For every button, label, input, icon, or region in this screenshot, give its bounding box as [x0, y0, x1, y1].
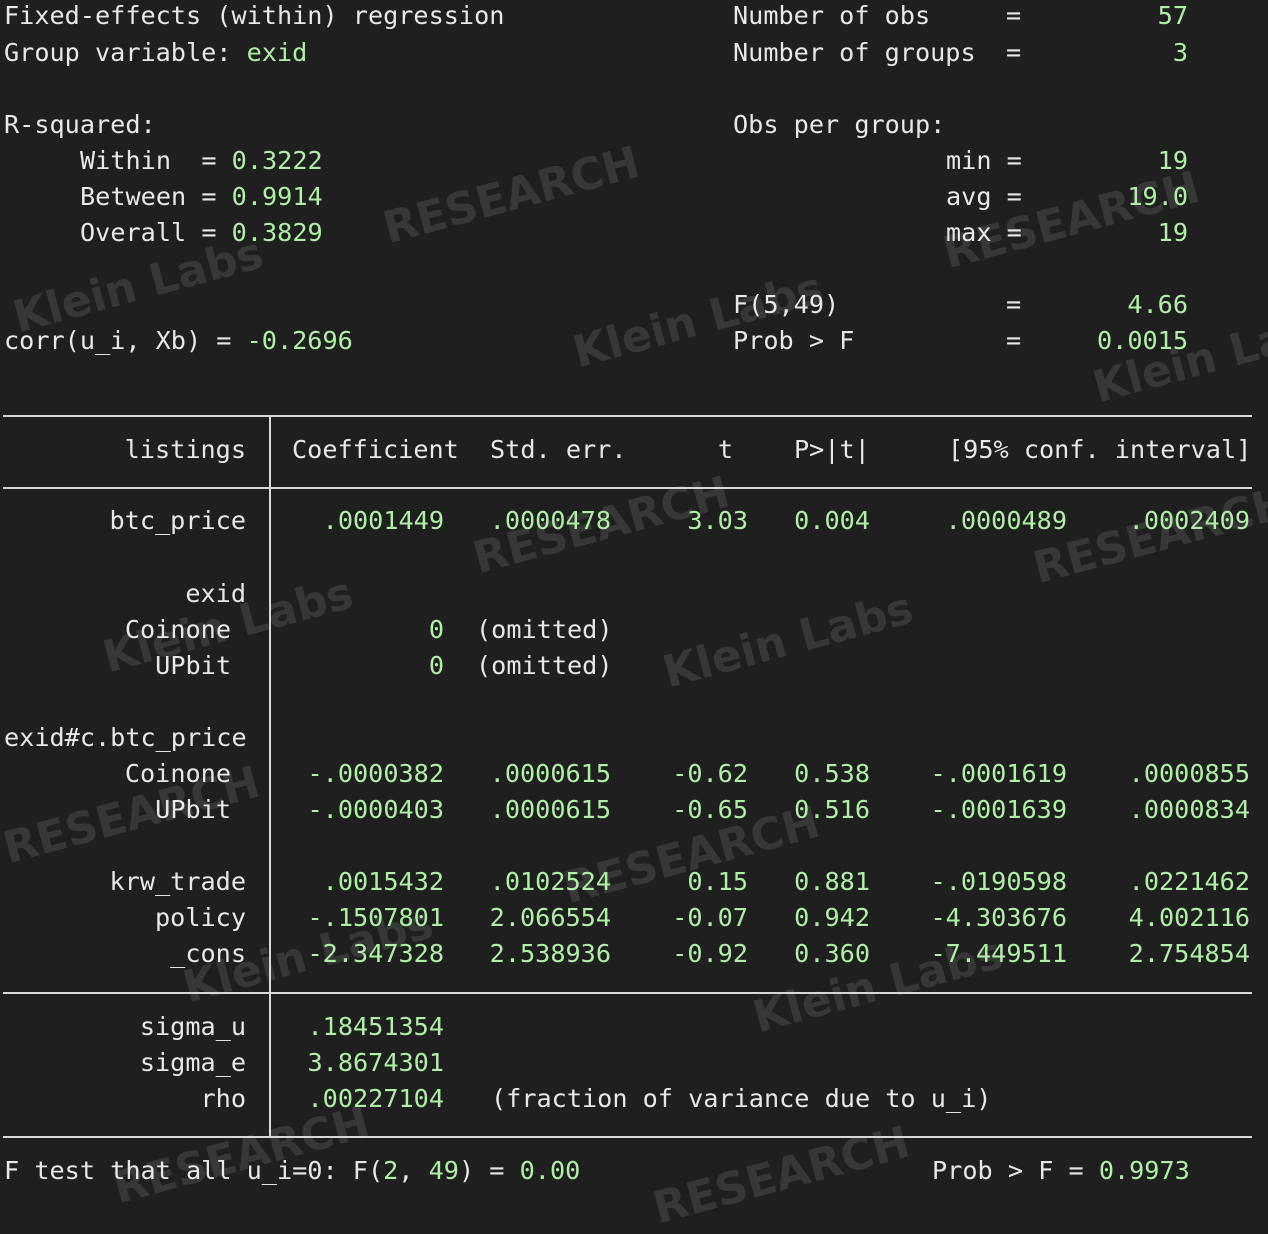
sigma-u-value: .18451354 [307, 1012, 444, 1041]
table-rule [3, 487, 1252, 489]
f-test-ui: F test that all u_i=0: F(2, 49) = 0.00 [4, 1156, 581, 1185]
row-label: exid#c.btc_price [4, 723, 247, 752]
t-stat: -0.92 [672, 939, 748, 968]
rsq-between: Between = 0.9914 [80, 182, 323, 211]
std-err: .0102524 [489, 867, 611, 896]
row-label: btc_price [109, 506, 246, 535]
row-label: UPbit [155, 795, 231, 824]
ci-lower: -.0190598 [930, 867, 1067, 896]
coef: -.1507801 [307, 903, 444, 932]
max-label: max = [946, 218, 1022, 247]
coef: .0015432 [322, 867, 444, 896]
row-label: UPbit [155, 651, 231, 680]
coef: -2.347328 [307, 939, 444, 968]
sigma-e-label: sigma_e [139, 1048, 246, 1077]
probf-label: Prob > F [733, 326, 855, 355]
std-err: .0000478 [489, 506, 611, 535]
ci-upper: .0221462 [1128, 867, 1250, 896]
ci-lower: .0000489 [945, 506, 1067, 535]
coef: -.0000403 [307, 795, 444, 824]
corr-ui-xb: corr(u_i, Xb) = -0.2696 [4, 326, 353, 355]
std-err: 2.066554 [489, 903, 611, 932]
watermark: RESEARCH [377, 136, 645, 255]
t-stat: 3.03 [687, 506, 748, 535]
rsquared-label: R-squared: [4, 110, 156, 139]
header-depvar: listings [124, 435, 246, 464]
p-value: 0.942 [794, 903, 870, 932]
min-value: 19 [1157, 146, 1188, 175]
header-coef: Coefficient [292, 435, 459, 464]
f-test-prob: Prob > F = 0.9973 [932, 1156, 1190, 1185]
equals: = [1006, 38, 1022, 67]
omitted-note: (omitted) [476, 651, 613, 680]
std-err: .0000615 [489, 759, 611, 788]
p-value: 0.360 [794, 939, 870, 968]
watermark: Klein Labs [657, 582, 919, 699]
avg-label: avg = [946, 182, 1022, 211]
header-se: Std. err. [490, 435, 627, 464]
ci-lower: -4.303676 [930, 903, 1067, 932]
rho-label: rho [200, 1084, 247, 1113]
rsq-within: Within = 0.3222 [80, 146, 323, 175]
watermark: RESEARCH [647, 1116, 915, 1234]
group-variable: Group variable: exid [4, 38, 308, 67]
ci-lower: -.0001639 [930, 795, 1067, 824]
ci-upper: 4.002116 [1128, 903, 1250, 932]
header-p: P>|t| [794, 435, 870, 464]
min-label: min = [946, 146, 1022, 175]
f-value: 4.66 [1127, 290, 1188, 319]
header-ci: [95% conf. interval] [948, 435, 1252, 464]
f-label: F(5,49) [733, 290, 840, 319]
row-label: Coinone [124, 759, 231, 788]
ci-lower: -.0001619 [930, 759, 1067, 788]
avg-value: 19.0 [1127, 182, 1188, 211]
obs-per-group-label: Obs per group: [733, 110, 946, 139]
ci-upper: .0000834 [1128, 795, 1250, 824]
p-value: 0.881 [794, 867, 870, 896]
table-rule [3, 1136, 1252, 1138]
table-divider [269, 416, 271, 1137]
table-rule [3, 992, 1252, 994]
rho-note: (fraction of variance due to u_i) [491, 1084, 992, 1113]
row-label: policy [155, 903, 246, 932]
ngroups-label: Number of groups [733, 38, 976, 67]
row-label: krw_trade [109, 867, 246, 896]
row-label: Coinone [124, 615, 231, 644]
rho-value: .00227104 [307, 1084, 444, 1113]
equals: = [1006, 290, 1022, 319]
table-rule [3, 415, 1252, 417]
omitted-note: (omitted) [476, 615, 613, 644]
coef: .0001449 [322, 506, 444, 535]
equals: = [1006, 1, 1022, 30]
rsq-overall: Overall = 0.3829 [80, 218, 323, 247]
ci-upper: .0000855 [1128, 759, 1250, 788]
sigma-u-label: sigma_u [139, 1012, 246, 1041]
std-err: 2.538936 [489, 939, 611, 968]
p-value: 0.516 [794, 795, 870, 824]
ci-upper: 2.754854 [1128, 939, 1250, 968]
sigma-e-value: 3.8674301 [307, 1048, 444, 1077]
ci-upper: .0002409 [1128, 506, 1250, 535]
coef: 0 [428, 651, 444, 680]
p-value: 0.538 [794, 759, 870, 788]
t-stat: -0.65 [672, 795, 748, 824]
row-label: _cons [170, 939, 246, 968]
model-title: Fixed-effects (within) regression [4, 1, 505, 30]
ngroups-value: 3 [1172, 38, 1188, 67]
t-stat: -0.62 [672, 759, 748, 788]
coef: 0 [428, 615, 444, 644]
p-value: 0.004 [794, 506, 870, 535]
ci-lower: -7.449511 [930, 939, 1067, 968]
probf-value: 0.0015 [1097, 326, 1188, 355]
nobs-label: Number of obs [733, 1, 931, 30]
t-stat: 0.15 [687, 867, 748, 896]
header-t: t [717, 435, 733, 464]
std-err: .0000615 [489, 795, 611, 824]
max-value: 19 [1157, 218, 1188, 247]
equals: = [1006, 326, 1022, 355]
t-stat: -0.07 [672, 903, 748, 932]
row-label: exid [185, 579, 246, 608]
nobs-value: 57 [1157, 1, 1188, 30]
coef: -.0000382 [307, 759, 444, 788]
